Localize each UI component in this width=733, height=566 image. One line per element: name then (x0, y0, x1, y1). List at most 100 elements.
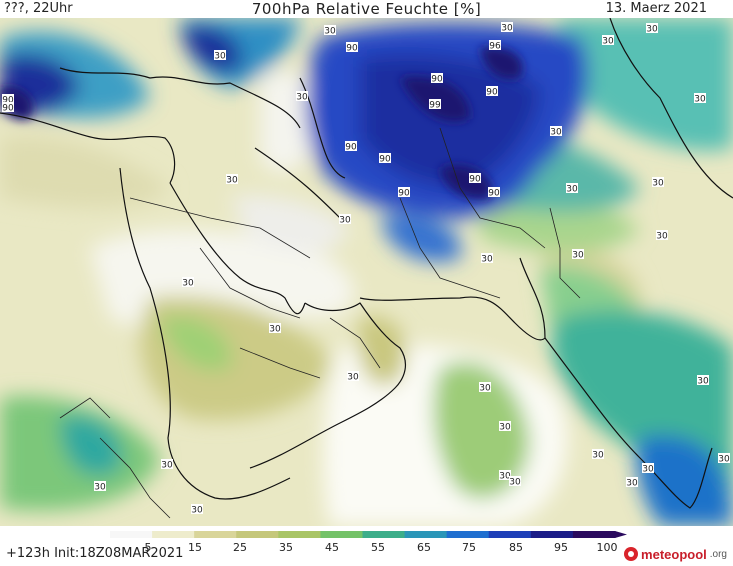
contour-label: 30 (656, 232, 668, 242)
colorbar-segment (446, 531, 490, 538)
colorbar-arrow (615, 531, 627, 538)
contour-label: 30 (296, 93, 308, 103)
colorbar-tick-label: 35 (279, 541, 293, 554)
colorbar-segment (110, 531, 153, 538)
contour-label: 30 (718, 455, 730, 465)
contour-label: 30 (509, 478, 521, 488)
contour-label: 30 (572, 251, 584, 261)
colorbar-segment (488, 531, 532, 538)
colorbar-tick-label: 55 (371, 541, 385, 554)
contour-label-bg (296, 91, 308, 101)
contour-label-bg (602, 35, 614, 45)
contour-label-bg (718, 453, 730, 463)
contour-label: 30 (226, 176, 238, 186)
contour-label-bg (469, 173, 481, 183)
contour-label: 96 (489, 42, 501, 52)
contour-label-bg (481, 253, 493, 263)
contour-label-bg (550, 126, 562, 136)
logo-suffix: .org (709, 548, 727, 560)
contour-label: 30 (94, 483, 106, 493)
contour-label-bg (566, 183, 578, 193)
colorbar-segment (362, 531, 406, 538)
contour-label-bg (488, 187, 500, 197)
contour-label-bg (339, 214, 351, 224)
contour-label: 90 (2, 104, 14, 114)
colorbar-segments (110, 531, 627, 538)
contour-label: 90 (379, 155, 391, 165)
contour-label-bg (486, 86, 498, 96)
contour-label-bg (694, 93, 706, 103)
contour-label-bg (499, 421, 511, 431)
colorbar-tick-label: 45 (325, 541, 339, 554)
colorbar (110, 531, 627, 538)
contour-label-bg (161, 459, 173, 469)
contour-label: 30 (499, 423, 511, 433)
contour-label-bg (626, 477, 638, 487)
run-info: +123h Init:18Z08MAR2021 (6, 546, 184, 561)
contour-label-bg (501, 22, 513, 32)
contour-label: 90 (398, 189, 410, 199)
contour-label: 90 (431, 75, 443, 85)
contour-label: 90 (488, 189, 500, 199)
contour-label-bg (94, 481, 106, 491)
contour-label-bg (642, 463, 654, 473)
colorbar-segment (194, 531, 237, 538)
contour-label: 99 (429, 101, 441, 111)
contour-label-bg (347, 371, 359, 381)
contour-label: 30 (347, 373, 359, 383)
contour-label: 30 (161, 461, 173, 471)
colorbar-tick-label: 75 (462, 541, 476, 554)
contour-label-bg (429, 99, 441, 109)
colorbar-tick-label: 85 (509, 541, 523, 554)
contour-label: 30 (191, 506, 203, 516)
map-title: 700hPa Relative Feuchte [%] (251, 0, 482, 18)
contour-label-bg (489, 40, 501, 50)
contour-label-bg (269, 323, 281, 333)
colorbar-segment (404, 531, 448, 538)
logo-text: meteopool (641, 546, 707, 562)
contour-label: 30 (602, 37, 614, 47)
contour-label: 90 (469, 175, 481, 185)
contour-label: 30 (481, 255, 493, 265)
contour-label: 30 (269, 325, 281, 335)
coastlines (0, 18, 733, 509)
valid-date-label: 13. Maerz 2021 (605, 1, 707, 16)
humidity-map-svg: 3090309090909990909090909096303030303030… (0, 18, 733, 526)
contour-label-bg (182, 277, 194, 287)
contour-label-bg (656, 230, 668, 240)
contour-label: 90 (346, 44, 358, 54)
contour-label-bg (345, 141, 357, 151)
valid-time-label: ???, 22Uhr (4, 1, 73, 16)
contour-label-bg (509, 476, 521, 486)
contour-label-bg (2, 102, 14, 112)
contour-label-bg (431, 73, 443, 83)
colorbar-tick-label: 100 (596, 541, 618, 554)
contour-label: 30 (652, 179, 664, 189)
colorbar-tick-label: 25 (233, 541, 247, 554)
contour-label-bg (346, 42, 358, 52)
contour-label-bg (226, 174, 238, 184)
contour-label-bg (697, 375, 709, 385)
contour-label: 90 (2, 96, 14, 106)
contour-label: 30 (646, 25, 658, 35)
contour-label-bg (646, 23, 658, 33)
colorbar-segment (530, 531, 574, 538)
contour-label: 30 (479, 384, 491, 394)
contour-label: 30 (592, 451, 604, 461)
contour-label-bg (379, 153, 391, 163)
contour-label: 30 (697, 377, 709, 387)
contour-label-bg (324, 25, 336, 35)
contour-label-bg (499, 470, 511, 480)
colorbar-tick-label: 95 (554, 541, 568, 554)
contour-label-bg (398, 187, 410, 197)
meteopool-logo[interactable]: meteopool .org (624, 544, 727, 564)
contour-label: 30 (694, 95, 706, 105)
contour-label: 90 (345, 143, 357, 153)
contour-label: 30 (550, 128, 562, 138)
contour-label-bg (2, 94, 14, 104)
contour-label: 30 (642, 465, 654, 475)
colorbar-segment (236, 531, 279, 538)
contour-label: 30 (499, 472, 511, 482)
humidity-map: 30 90 30 90 90 90 99 90 90 90 90 90 90 96 30 30 30 30 30 30… (0, 18, 733, 526)
contour-labels: 3090309090909990909090909096303030303030… (2, 22, 730, 516)
